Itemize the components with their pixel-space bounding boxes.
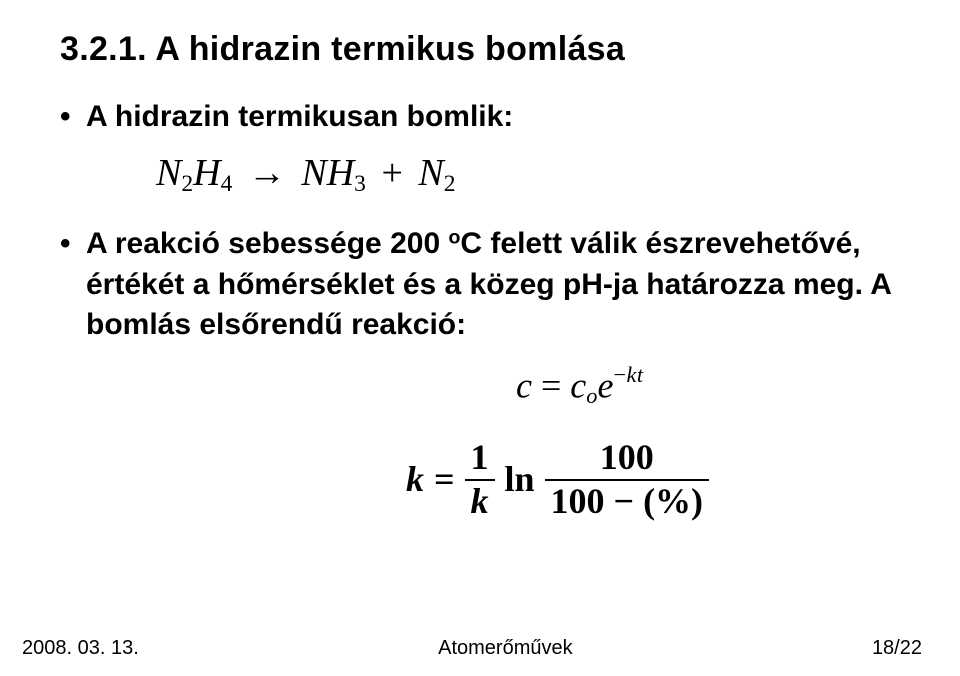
eq3-frac1-den: k — [465, 483, 495, 521]
eq3-frac2-den-minus: − — [605, 481, 644, 521]
eq2-exp-minus: − — [613, 362, 626, 387]
eq2-exp-kt: kt — [627, 362, 644, 387]
eq3-frac1-num: 1 — [465, 439, 495, 477]
footer-page: 18/22 — [872, 637, 922, 660]
eq3-ln: ln — [505, 455, 535, 504]
eqn-plus: + — [375, 152, 408, 194]
equation-first-order: c = coe−kt — [516, 360, 644, 411]
eqn-lhs-sub2: 4 — [221, 170, 233, 196]
eqn-lhs-N: N — [156, 152, 181, 194]
footer: 2008. 03. 13. Atomerőművek 18/22 — [0, 637, 960, 660]
eq3-k: k — [406, 455, 424, 504]
eq3-frac2-den: 100 − (%) — [545, 483, 710, 521]
bullet-2-text: A reakció sebessége 200 oC felett válik … — [86, 227, 891, 341]
equation-first-order-wrap: c = coe−kt — [86, 360, 910, 411]
eq2-c: c — [516, 365, 532, 405]
eqn-rhs-a-sub: 3 — [354, 170, 366, 196]
footer-date: 2008. 03. 13. — [22, 637, 139, 660]
eq3-frac2-den-a: 100 — [551, 481, 605, 521]
bullet-1-text: A hidrazin termikusan bomlik: — [86, 100, 513, 133]
bullet-2-prefix: A reakció sebessége 200 — [86, 227, 448, 260]
eq3-frac2-den-b: (%) — [643, 481, 703, 521]
eq3-frac2-num: 100 — [594, 439, 660, 477]
eq3-eq: = — [434, 455, 455, 504]
eqn-arrow: → — [242, 152, 292, 194]
slide-title: 3.2.1. A hidrazin termikus bomlása — [60, 30, 910, 69]
bullet-1: A hidrazin termikusan bomlik: N2H4 → NH3… — [60, 97, 910, 200]
eqn-rhs-a-base: NH — [301, 152, 354, 194]
slide: 3.2.1. A hidrazin termikus bomlása A hid… — [0, 0, 960, 676]
eqn-rhs-b-base: N — [418, 152, 443, 194]
bullet-2: A reakció sebessége 200 oC felett válik … — [60, 224, 910, 520]
eq2-sub-o: o — [586, 383, 597, 408]
eqn-rhs-b-sub: 2 — [444, 170, 456, 196]
eqn-lhs-sub1: 2 — [181, 170, 193, 196]
eq2-eq: = — [532, 365, 570, 405]
eq2-e: e — [597, 365, 613, 405]
eq2-c2: c — [570, 365, 586, 405]
eq2-exp: −kt — [613, 362, 643, 387]
footer-title: Atomerőművek — [438, 637, 573, 660]
equation-decomposition: N2H4 → NH3 + N2 — [156, 148, 910, 201]
equation-rate-constant: k = 1 k ln 100 100 − (%) — [406, 439, 910, 521]
degree-o: o — [448, 226, 460, 248]
eq3-frac1: 1 k — [465, 439, 495, 521]
eq3-frac2: 100 100 − (%) — [545, 439, 710, 521]
eqn-lhs-H: H — [193, 152, 220, 194]
degree-unit: C — [460, 227, 482, 260]
eq3-row: k = 1 k ln 100 100 − (%) — [406, 439, 910, 521]
bullet-list: A hidrazin termikusan bomlik: N2H4 → NH3… — [60, 97, 910, 521]
